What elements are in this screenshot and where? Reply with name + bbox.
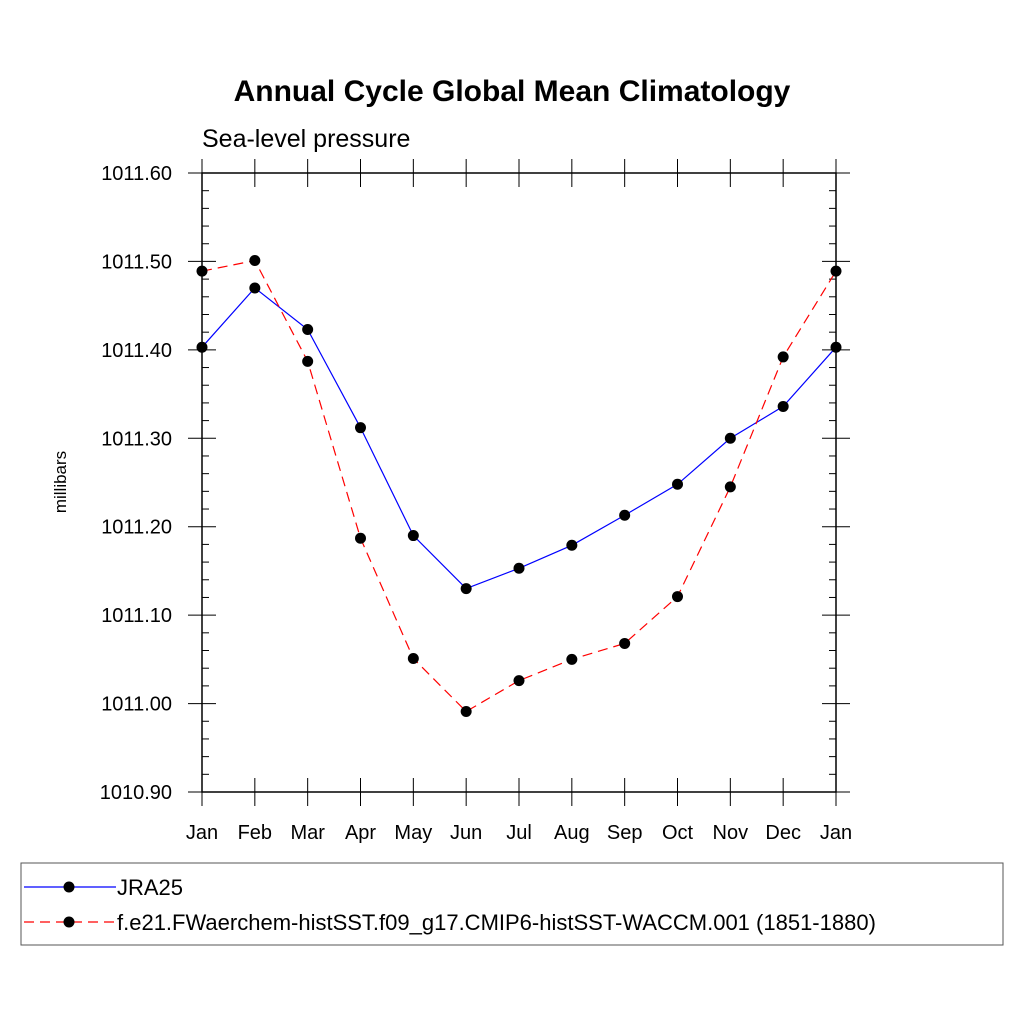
data-point (566, 539, 578, 551)
y-tick-label: 1011.00 (101, 694, 172, 716)
chart-subtitle: Sea-level pressure (202, 125, 410, 153)
axes: 1010.90 1011.00 1011.10 1011.20 1011.30 1011.… (100, 159, 852, 844)
data-point (619, 637, 631, 649)
data-point (724, 481, 736, 493)
series-layer (196, 255, 842, 718)
x-tick-label: Oct (662, 822, 694, 844)
legend-marker-1 (63, 916, 75, 928)
data-point (513, 562, 525, 574)
data-point (249, 255, 261, 267)
plot-frame (201, 172, 837, 793)
data-point (249, 282, 261, 294)
data-point (830, 341, 842, 353)
data-point (460, 706, 472, 718)
chart-title: Annual Cycle Global Mean Climatology (234, 75, 791, 108)
x-tick-label: Jun (450, 822, 482, 844)
x-tick-label: Nov (713, 822, 749, 844)
x-tick-label: Mar (290, 822, 325, 844)
y-tick-label: 1011.40 (101, 340, 172, 362)
data-point (355, 532, 366, 544)
data-point (777, 400, 789, 412)
data-point (724, 432, 736, 444)
data-point (672, 478, 683, 490)
legend-label-0: JRA25 (117, 875, 183, 900)
data-point (196, 341, 208, 353)
x-tick-label: Aug (554, 822, 590, 844)
legend: JRA25 f.e21.FWaerchem-histSST.f09_g17.CMI… (20, 862, 1004, 946)
x-tick-label: Apr (345, 822, 376, 844)
y-tick-label: 1011.20 (101, 517, 172, 539)
y-tick-label: 1011.60 (101, 163, 172, 185)
x-tick-label: Jan (820, 822, 852, 844)
y-axis-label: millibars (51, 451, 70, 513)
data-point (196, 265, 208, 277)
legend-marker-0 (63, 881, 75, 893)
data-point (355, 422, 366, 434)
data-point (619, 509, 631, 521)
x-tick-label: Feb (238, 822, 272, 844)
x-tick-label: May (394, 822, 432, 844)
data-point (302, 324, 314, 336)
data-point (672, 591, 683, 603)
y-tick-label: 1010.90 (100, 782, 172, 804)
legend-box (20, 862, 1004, 946)
data-point (566, 653, 578, 665)
data-point (513, 675, 525, 687)
y-tick-label: 1011.30 (101, 428, 172, 450)
x-tick-label: Sep (607, 822, 643, 844)
legend-label-1: f.e21.FWaerchem-histSST.f09_g17.CMIP6-hi… (117, 910, 876, 935)
data-point (407, 530, 419, 542)
x-tick-label: Dec (765, 822, 801, 844)
data-point (460, 583, 472, 595)
series-1 (196, 255, 842, 718)
x-tick-label: Jul (506, 822, 532, 844)
series-line (201, 287, 837, 590)
data-point (777, 351, 789, 363)
series-0 (196, 282, 842, 595)
data-point (830, 265, 842, 277)
data-point (302, 355, 314, 367)
y-tick-label: 1011.10 (101, 605, 172, 627)
x-tick-label: Jan (186, 822, 218, 844)
series-line (201, 259, 837, 713)
y-tick-label: 1011.50 (101, 251, 172, 273)
data-point (407, 652, 419, 664)
